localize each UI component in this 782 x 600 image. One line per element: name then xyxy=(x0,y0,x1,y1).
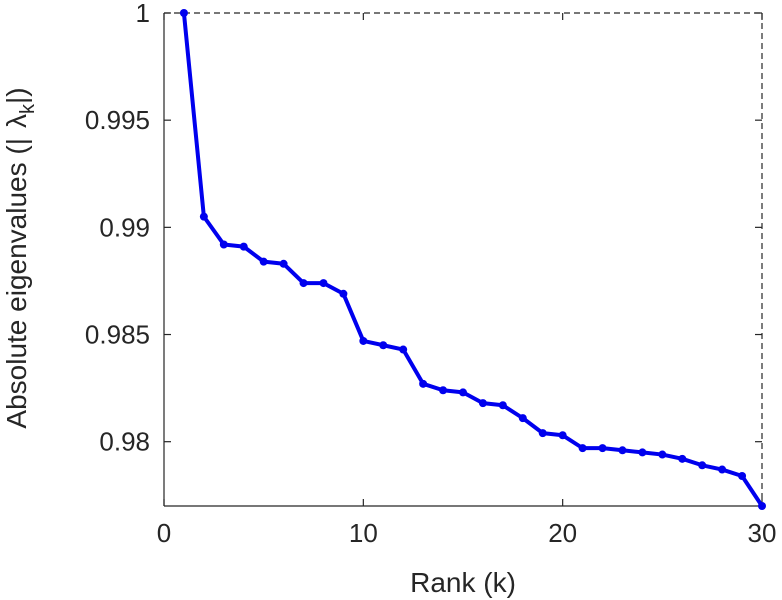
y-tick-label: 0.99 xyxy=(99,212,150,242)
data-point xyxy=(558,431,567,440)
data-point xyxy=(279,259,288,268)
data-point xyxy=(219,240,228,249)
data-point xyxy=(698,461,707,470)
y-tick-label: 0.995 xyxy=(85,105,150,135)
x-tick-label: 0 xyxy=(157,518,171,548)
data-point xyxy=(259,257,268,266)
y-axis-title-prefix: Absolute eigenvalues (| xyxy=(1,138,32,429)
data-point xyxy=(319,279,328,288)
data-point xyxy=(439,386,448,395)
series-line xyxy=(181,12,764,508)
y-tick-label: 1 xyxy=(136,0,150,28)
data-point xyxy=(718,465,727,474)
data-point xyxy=(598,444,607,453)
data-point xyxy=(239,242,248,251)
data-point xyxy=(678,454,687,463)
data-point xyxy=(658,450,667,459)
y-axis-title-suffix: |) xyxy=(1,87,32,104)
x-axis-title: Rank (k) xyxy=(410,567,516,598)
data-point xyxy=(638,448,647,457)
x-tick-label: 30 xyxy=(748,518,777,548)
data-point xyxy=(738,471,747,480)
x-tick-label: 20 xyxy=(548,518,577,548)
y-axis-title-subscript: k xyxy=(17,103,39,114)
x-tick-label: 10 xyxy=(349,518,378,548)
data-point xyxy=(538,429,547,438)
y-tick-label: 0.985 xyxy=(85,320,150,350)
data-point xyxy=(199,212,208,221)
data-point xyxy=(299,279,308,288)
y-axis-title-symbol: λ xyxy=(1,114,32,128)
data-point xyxy=(419,379,428,388)
data-point xyxy=(478,399,487,408)
data-point xyxy=(498,401,507,410)
data-point xyxy=(359,336,368,345)
data-point xyxy=(179,9,188,17)
data-point xyxy=(518,414,527,423)
y-tick-label: 0.98 xyxy=(99,427,150,457)
axes xyxy=(163,12,763,507)
data-point xyxy=(459,388,467,397)
data-point xyxy=(758,502,766,510)
data-point xyxy=(399,345,408,354)
data-point xyxy=(578,444,587,453)
ticks: 0 10 20 30 1 0.995 0.99 0.985 0.98 xyxy=(85,0,777,548)
data-point xyxy=(339,289,348,298)
data-point xyxy=(618,446,627,455)
series xyxy=(179,9,766,510)
data-point xyxy=(379,341,388,350)
y-axis-title: Absolute eigenvalues (| λk|) xyxy=(1,87,39,428)
